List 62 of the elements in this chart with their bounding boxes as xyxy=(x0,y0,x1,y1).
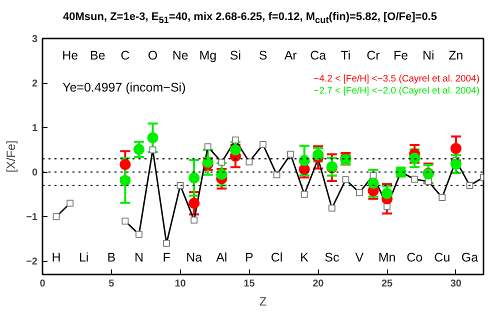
text: −2.7 < [Fe/H] <−2.0 (Cayrel et al. 2004) xyxy=(314,86,480,96)
annotation: Na xyxy=(186,250,202,264)
annotation: Sc xyxy=(324,250,340,264)
annotation: P xyxy=(245,250,254,264)
annotation: Ga xyxy=(461,250,478,264)
point xyxy=(382,188,393,199)
annotation: F xyxy=(162,250,171,264)
point xyxy=(450,142,462,154)
y-tick-label: −1 xyxy=(26,212,38,224)
annotation: Ti xyxy=(340,48,351,62)
annotation: Ne xyxy=(172,48,188,62)
chart-title: 40Msun, Z=1e-3, E$_{51}$=40, mix 2.68-6.25, f=0.12, M$_{cut}$(fin)=5.82, [O/Fe]=0.5 xyxy=(62,10,438,28)
annotation: S xyxy=(258,48,268,62)
y-tick-label: 3 xyxy=(32,34,38,45)
point xyxy=(120,175,131,186)
annotation: Ye=0.4997 (incom−Si) xyxy=(62,80,186,94)
y-tick-label: 1 xyxy=(32,123,38,134)
y-tick-label: 2 xyxy=(32,78,38,90)
x-tick-label: 10 xyxy=(174,278,186,290)
annotation: C xyxy=(120,48,130,62)
annotation: Mg xyxy=(199,48,217,62)
annotation: N xyxy=(134,250,144,264)
x-tick-label: 25 xyxy=(381,278,394,290)
point xyxy=(230,144,241,156)
y-axis-title: [X/Fe] xyxy=(4,140,18,173)
x-tick-label: 0 xyxy=(40,278,46,290)
text: −4.2 < [Fe/H] <−3.5 (Cayrel et al. 2004) xyxy=(314,74,480,84)
annotation: Si xyxy=(230,48,242,62)
annotation: B xyxy=(107,250,116,264)
annotation: Cr xyxy=(366,48,380,62)
x-axis-title: Z xyxy=(259,294,267,308)
annotation: Cu xyxy=(434,250,450,264)
x-tick-label: 20 xyxy=(312,278,324,290)
point xyxy=(120,159,131,170)
annotation: K xyxy=(300,250,310,264)
annotation: He xyxy=(62,48,78,62)
y-tick-label: 0 xyxy=(32,168,38,179)
annotation: Be xyxy=(90,48,106,62)
point xyxy=(147,132,158,144)
point xyxy=(188,172,200,184)
point xyxy=(450,158,462,170)
point xyxy=(298,155,310,166)
annotation: H xyxy=(52,250,61,264)
annotation: Ca xyxy=(310,48,326,62)
annotation: Mn xyxy=(378,250,396,264)
y-tick-label: −2 xyxy=(26,256,38,268)
annotation: Fe xyxy=(394,48,408,62)
x-tick-label: 5 xyxy=(108,278,115,290)
annotation: Co xyxy=(406,250,423,264)
annotation: Al xyxy=(216,250,228,264)
annotation: Zn xyxy=(448,48,464,62)
annotation: Li xyxy=(78,250,89,264)
x-tick-label: 15 xyxy=(244,278,256,290)
annotation: O xyxy=(148,48,158,62)
x-tick-label: 30 xyxy=(450,278,462,290)
annotation: Ni xyxy=(422,48,434,62)
annotation: Ar xyxy=(284,48,297,62)
point xyxy=(368,178,379,189)
point xyxy=(133,144,144,155)
annotation: V xyxy=(355,250,364,264)
point xyxy=(188,198,200,209)
annotation: Cl xyxy=(270,250,283,264)
